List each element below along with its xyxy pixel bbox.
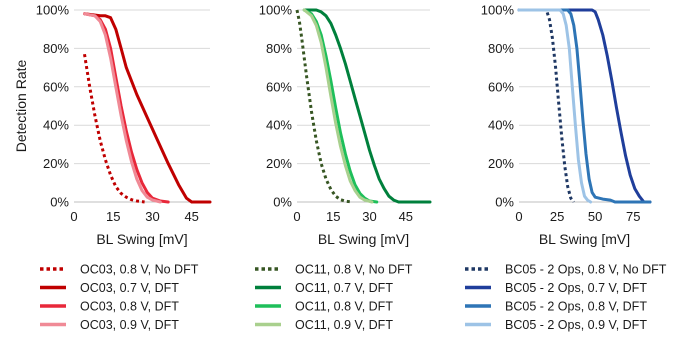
x-tick-label: 0 [515,209,522,224]
legend-label: BC05 - 2 Ops, 0.9 V, DFT [505,318,647,332]
legend-label: OC11, 0.7 V, DFT [295,281,393,295]
y-tick-label: 20% [43,156,69,171]
y-tick-label: 60% [488,79,514,94]
series-line-2 [83,12,212,204]
x-tick-label: 15 [326,209,340,224]
legend-1: OC03, 0.8 V, No DFT OC03, 0.7 V, DFT OC03,… [40,263,199,332]
legend-label: OC03, 0.8 V, DFT [80,300,179,314]
series-line-3 [302,8,379,204]
series-line-1 [519,8,575,203]
chart-panel-2: 0% 20% 40% 60% 80% 100% 0 15 30 45 BL Swing [mV] [259,3,432,247]
y-tick-label: 40% [43,118,69,133]
x-tick-label: 50 [588,209,602,224]
legend-label: OC03, 0.9 V, DFT [80,318,179,332]
y-tick-label: 0% [50,195,69,210]
series-line-1 [295,9,353,204]
y-tick-label: 80% [488,41,514,56]
y-tick-label: 100% [481,3,515,18]
series-line-2 [517,8,652,204]
y-tick-label: 20% [488,156,514,171]
legend-3: BC05 - 2 Ops, 0.8 V, No DFT BC05 - 2 Ops,… [465,263,667,332]
x-tick-label: 0 [293,209,300,224]
y-tick-label: 60% [266,79,292,94]
legend-label: BC05 - 2 Ops, 0.7 V, DFT [505,281,647,295]
legend-label: BC05 - 2 Ops, 0.8 V, No DFT [505,263,667,277]
x-axis-label: BL Swing [mV] [96,231,187,247]
x-tick-label: 0 [70,209,77,224]
x-tick-label: 30 [362,209,376,224]
series-line-4 [302,8,374,204]
y-tick-label: 80% [266,41,292,56]
y-tick-label: 40% [488,118,514,133]
y-tick-label: 0% [495,195,514,210]
legend-label: OC11, 0.8 V, No DFT [295,263,413,277]
series-line-4 [517,8,593,204]
x-tick-label: 75 [626,209,640,224]
series-line-2 [302,8,432,204]
y-axis-label: Detection Rate [13,59,29,152]
legend-label: OC03, 0.7 V, DFT [80,281,179,295]
y-tick-label: 80% [43,41,69,56]
x-tick-label: 25 [550,209,564,224]
x-tick-label: 15 [106,209,120,224]
y-tick-label: 100% [259,3,293,18]
y-tick-label: 20% [266,156,292,171]
legend-label: BC05 - 2 Ops, 0.8 V, DFT [505,300,647,314]
series-line-3 [517,8,652,204]
x-tick-label: 45 [184,209,198,224]
chart-panel-1: 0% 20% 40% 60% 80% 100% 0 15 30 45 BL Swing [mV] De… [13,3,212,247]
series-line-3 [83,12,170,204]
y-tick-label: 0% [273,195,292,210]
legend-2: OC11, 0.8 V, No DFT OC11, 0.7 V, DFT OC11,… [255,263,413,332]
y-tick-label: 40% [266,118,292,133]
x-axis-label: BL Swing [mV] [539,231,630,247]
legend-label: OC11, 0.9 V, DFT [295,318,393,332]
y-tick-label: 60% [43,79,69,94]
legend-label: OC03, 0.8 V, No DFT [80,263,199,277]
x-tick-label: 30 [145,209,159,224]
series-line-4 [83,12,162,204]
chart-panel-3: 0% 20% 40% 60% 80% 100% 0 25 50 75 BL Swing [mV] [481,3,652,247]
x-axis-label: BL Swing [mV] [318,231,409,247]
legend-label: OC11, 0.8 V, DFT [295,300,393,314]
y-tick-label: 100% [36,3,70,18]
x-tick-label: 45 [399,209,413,224]
series-line-1 [83,53,145,204]
